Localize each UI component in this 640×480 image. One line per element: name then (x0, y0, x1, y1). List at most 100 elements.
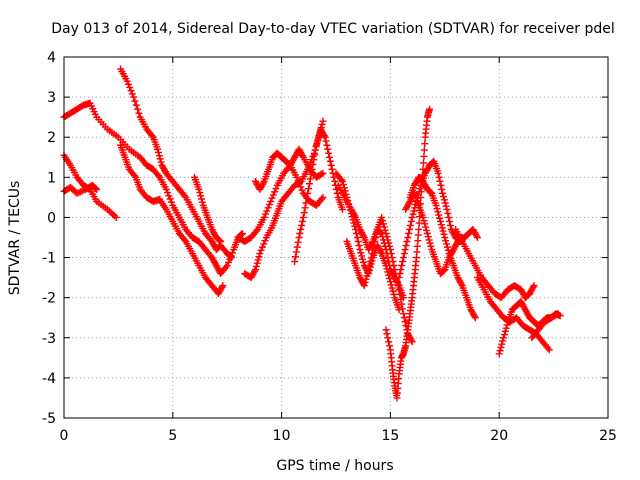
data-point (337, 176, 345, 184)
series-arc-6 (191, 173, 225, 246)
data-point (473, 234, 481, 241)
data-point (395, 286, 403, 294)
data-point (389, 258, 397, 266)
data-point (148, 132, 156, 140)
data-point (297, 183, 305, 191)
data-point (326, 157, 334, 165)
data-point (395, 306, 403, 314)
data-point (443, 243, 451, 251)
data-point (436, 177, 444, 185)
data-point (400, 250, 408, 258)
data-point (420, 217, 428, 225)
data-point (360, 282, 368, 290)
data-point (433, 205, 441, 213)
data-point (354, 238, 362, 246)
data-point (255, 253, 263, 261)
data-point (253, 259, 261, 267)
y-tick-label: 4 (47, 50, 56, 66)
data-point (260, 240, 268, 248)
data-point (295, 180, 303, 188)
data-point (366, 258, 374, 266)
data-point (409, 210, 417, 218)
data-point (399, 305, 407, 313)
data-points (60, 65, 564, 402)
y-tick-label: -3 (42, 331, 56, 347)
data-point (497, 343, 505, 351)
data-point (405, 229, 413, 237)
data-point (325, 149, 333, 157)
data-point (398, 300, 406, 308)
data-point (304, 189, 312, 197)
data-point (258, 243, 266, 251)
data-point (251, 267, 259, 275)
data-point (154, 145, 162, 153)
data-point (391, 266, 399, 274)
data-point (318, 120, 326, 128)
data-point (348, 213, 356, 221)
series-arc-16 (406, 173, 479, 322)
data-point (181, 192, 189, 200)
data-point (385, 338, 393, 346)
data-point (134, 105, 142, 113)
data-point (423, 229, 431, 237)
data-point (377, 229, 385, 237)
data-point (364, 269, 372, 277)
data-point (501, 327, 509, 335)
data-point (313, 138, 321, 146)
data-point (379, 217, 387, 225)
data-point (196, 189, 204, 197)
data-point (438, 224, 446, 232)
data-point (382, 262, 390, 270)
data-point (387, 281, 395, 289)
data-point (110, 212, 118, 220)
data-point (390, 262, 398, 270)
y-tick-label: 0 (47, 210, 56, 226)
data-point (399, 310, 407, 318)
data-point (219, 282, 227, 290)
x-tick-label: 10 (273, 428, 291, 444)
data-point (164, 189, 172, 197)
data-point (252, 227, 260, 235)
data-point (319, 193, 327, 201)
data-point (322, 137, 330, 145)
data-point (502, 324, 510, 332)
data-point (291, 258, 299, 266)
data-point (422, 223, 430, 231)
data-point (165, 192, 173, 200)
series-arc-21 (528, 310, 562, 342)
data-point (130, 93, 138, 101)
data-point (356, 246, 364, 254)
data-point (382, 229, 390, 237)
data-point (410, 207, 418, 215)
data-point (260, 213, 268, 221)
data-point (298, 217, 306, 225)
data-point (399, 254, 407, 262)
data-point (425, 236, 433, 244)
data-point (402, 242, 410, 250)
data-point (439, 227, 447, 235)
data-point (352, 225, 360, 233)
data-point (128, 90, 136, 98)
data-point (293, 243, 301, 251)
data-point (298, 152, 306, 160)
data-point (305, 180, 313, 188)
data-point (126, 83, 134, 91)
data-point (339, 181, 347, 189)
data-point (379, 220, 387, 228)
data-point (216, 237, 224, 245)
series-arc-10 (291, 125, 347, 266)
data-point (423, 226, 431, 234)
data-point (341, 187, 349, 195)
data-point (333, 189, 341, 197)
data-point (324, 145, 332, 153)
data-point (124, 80, 132, 88)
data-point (434, 208, 442, 216)
data-point (440, 230, 448, 238)
data-point (435, 211, 443, 219)
data-point (302, 199, 310, 207)
data-point (227, 253, 235, 261)
data-point (269, 191, 277, 199)
data-point (296, 229, 304, 237)
data-point (401, 246, 409, 254)
data-point (442, 237, 450, 245)
